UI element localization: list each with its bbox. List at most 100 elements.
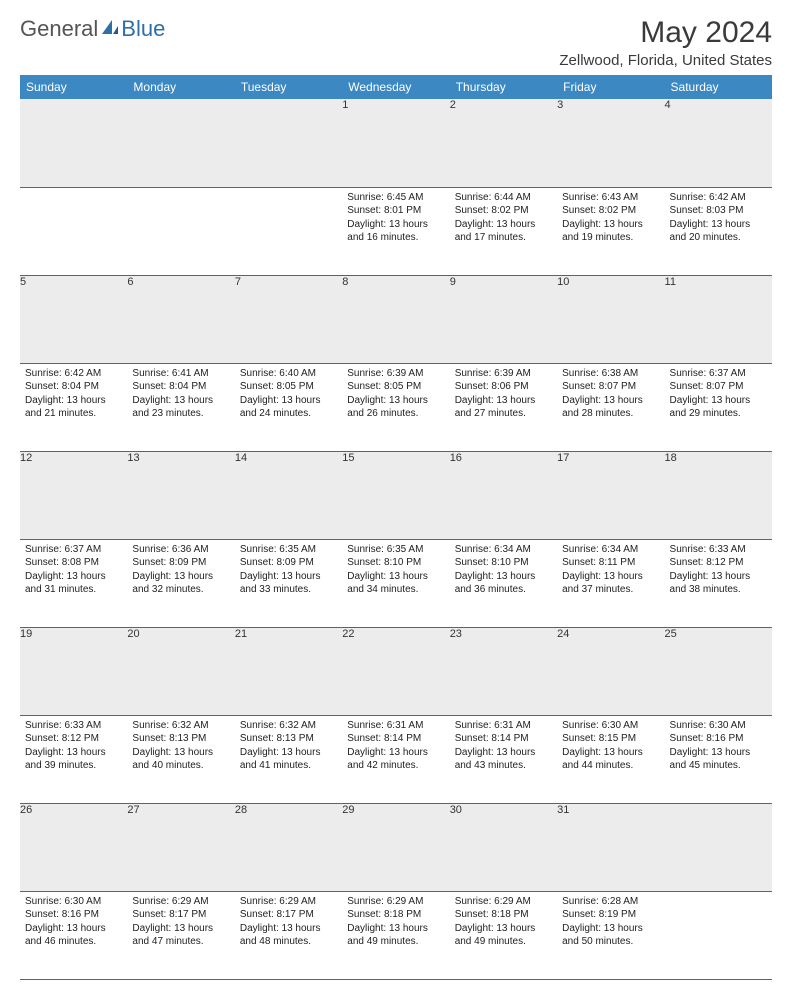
day-number: 25 [665,627,772,715]
sunrise-line: Sunrise: 6:41 AM [132,368,208,379]
day-cell-empty [127,187,234,275]
daylight-line: Daylight: 13 hours and 42 minutes. [347,747,428,772]
title-block: May 2024 Zellwood, Florida, United State… [559,16,772,69]
sunset-line: Sunset: 8:13 PM [132,733,206,744]
sunset-line: Sunset: 8:10 PM [347,557,421,568]
daylight-line: Daylight: 13 hours and 32 minutes. [132,571,213,596]
day-number: 2 [450,99,557,187]
daylight-line: Daylight: 13 hours and 43 minutes. [455,747,536,772]
daylight-line: Daylight: 13 hours and 23 minutes. [132,395,213,420]
day-number: 15 [342,451,449,539]
daylight-line: Daylight: 13 hours and 49 minutes. [347,923,428,948]
sunset-line: Sunset: 8:04 PM [25,381,99,392]
day-cell: Sunrise: 6:41 AM Sunset: 8:04 PM Daylight:… [127,363,234,451]
day-cell: Sunrise: 6:33 AMSunset: 8:12 PMDaylight:… [20,715,127,803]
daynum-row: 19202122232425 [20,627,772,715]
day-cell: Sunrise: 6:29 AMSunset: 8:17 PMDaylight:… [127,891,234,979]
day-number: 13 [127,451,234,539]
day-cell: Sunrise: 6:36 AMSunset: 8:09 PMDaylight:… [127,539,234,627]
day-cell: Sunrise: 6:44 AMSunset: 8:02 PMDaylight:… [450,187,557,275]
sunset-line: Sunset: 8:11 PM [562,557,635,568]
day-cell: Sunrise: 6:45 AMSunset: 8:01 PMDaylight:… [342,187,449,275]
daylight-line: Daylight: 13 hours and 34 minutes. [347,571,428,596]
daylight-line: Daylight: 13 hours and 24 minutes. [240,395,321,420]
sunrise-line: Sunrise: 6:29 AM [240,896,316,907]
day-cell: Sunrise: 6:29 AMSunset: 8:17 PMDaylight:… [235,891,342,979]
daylight-line: Daylight: 13 hours and 50 minutes. [562,923,643,948]
day-number-empty [665,803,772,891]
brand-part2: Blue [121,16,165,42]
day-number: 24 [557,627,664,715]
sunset-line: Sunset: 8:04 PM [132,381,206,392]
day-number: 30 [450,803,557,891]
sunset-line: Sunset: 8:09 PM [240,557,314,568]
sunset-line: Sunset: 8:07 PM [670,381,744,392]
daylight-line: Daylight: 13 hours and 36 minutes. [455,571,536,596]
sunrise-line: Sunrise: 6:34 AM [562,544,638,555]
sunrise-line: Sunrise: 6:37 AM [670,368,746,379]
sunrise-line: Sunrise: 6:38 AM [562,368,638,379]
daylight-line: Daylight: 13 hours and 27 minutes. [455,395,536,420]
daylight-line: Daylight: 13 hours and 26 minutes. [347,395,428,420]
header: General Blue May 2024 Zellwood, Florida,… [20,16,772,69]
daylight-line: Daylight: 13 hours and 46 minutes. [25,923,106,948]
sunrise-line: Sunrise: 6:37 AM [25,544,101,555]
sunrise-line: Sunrise: 6:42 AM [25,368,101,379]
sunset-line: Sunset: 8:14 PM [455,733,529,744]
daylight-line: Daylight: 13 hours and 19 minutes. [562,219,643,244]
day-cell: Sunrise: 6:43 AMSunset: 8:02 PMDaylight:… [557,187,664,275]
day-cell: Sunrise: 6:35 AM Sunset: 8:10 PM Daylight:… [342,539,449,627]
sunset-line: Sunset: 8:10 PM [455,557,529,568]
sunrise-line: Sunrise: 6:34 AM [455,544,531,555]
daylight-line: Daylight: 13 hours and 29 minutes. [670,395,751,420]
daylight-line: Daylight: 13 hours and 41 minutes. [240,747,321,772]
daylight-line: Daylight: 13 hours and 16 minutes. [347,219,428,244]
sunrise-line: Sunrise: 6:43 AM [562,192,638,203]
sunset-line: Sunset: 8:06 PM [455,381,529,392]
sunrise-line: Sunrise: 6:30 AM [562,720,638,731]
day-cell: Sunrise: 6:40 AMSunset: 8:05 PMDaylight:… [235,363,342,451]
calendar-page: General Blue May 2024 Zellwood, Florida,… [0,0,792,996]
daylight-line: Daylight: 13 hours and 44 minutes. [562,747,643,772]
sunrise-line: Sunrise: 6:32 AM [132,720,208,731]
daylight-line: Daylight: 13 hours and 33 minutes. [240,571,321,596]
day-number: 18 [665,451,772,539]
sunrise-line: Sunrise: 6:35 AM [240,544,316,555]
brand-logo: General Blue [20,16,165,42]
week-row: Sunrise: 6:45 AMSunset: 8:01 PMDaylight:… [20,187,772,275]
day-cell: Sunrise: 6:33 AMSunset: 8:12 PMDaylight:… [665,539,772,627]
sunset-line: Sunset: 8:08 PM [25,557,99,568]
daynum-row: 12131415161718 [20,451,772,539]
day-cell: Sunrise: 6:32 AMSunset: 8:13 PMDaylight:… [235,715,342,803]
sunset-line: Sunset: 8:18 PM [347,909,421,920]
daylight-line: Daylight: 13 hours and 28 minutes. [562,395,643,420]
sunrise-line: Sunrise: 6:39 AM [455,368,531,379]
week-row: Sunrise: 6:42 AM Sunset: 8:04 PM Daylight:… [20,363,772,451]
day-cell: Sunrise: 6:39 AM Sunset: 8:06 PM Daylight:… [450,363,557,451]
day-number: 8 [342,275,449,363]
sunset-line: Sunset: 8:16 PM [25,909,99,920]
day-cell: Sunrise: 6:37 AMSunset: 8:08 PMDaylight:… [20,539,127,627]
sunrise-line: Sunrise: 6:29 AM [347,896,423,907]
day-number: 28 [235,803,342,891]
sunset-line: Sunset: 8:18 PM [455,909,529,920]
weekday-header-tuesday: Tuesday [235,75,342,99]
sunset-line: Sunset: 8:12 PM [25,733,99,744]
day-cell: Sunrise: 6:31 AMSunset: 8:14 PMDaylight:… [450,715,557,803]
day-number: 22 [342,627,449,715]
sunset-line: Sunset: 8:19 PM [562,909,636,920]
daylight-line: Daylight: 13 hours and 38 minutes. [670,571,751,596]
day-cell: Sunrise: 6:30 AMSunset: 8:16 PMDaylight:… [665,715,772,803]
weekday-header-monday: Monday [127,75,234,99]
weekday-header-sunday: Sunday [20,75,127,99]
sunrise-line: Sunrise: 6:33 AM [670,544,746,555]
sunrise-line: Sunrise: 6:42 AM [670,192,746,203]
sunset-line: Sunset: 8:17 PM [240,909,314,920]
day-number: 11 [665,275,772,363]
day-cell: Sunrise: 6:34 AMSunset: 8:11 PMDaylight:… [557,539,664,627]
sunrise-line: Sunrise: 6:35 AM [347,544,423,555]
day-cell: Sunrise: 6:42 AMSunset: 8:04 PMDaylight:… [20,363,127,451]
day-number: 1 [342,99,449,187]
day-number-empty [127,99,234,187]
weekday-header: SundayMondayTuesdayWednesdayThursdayFrid… [20,75,772,99]
